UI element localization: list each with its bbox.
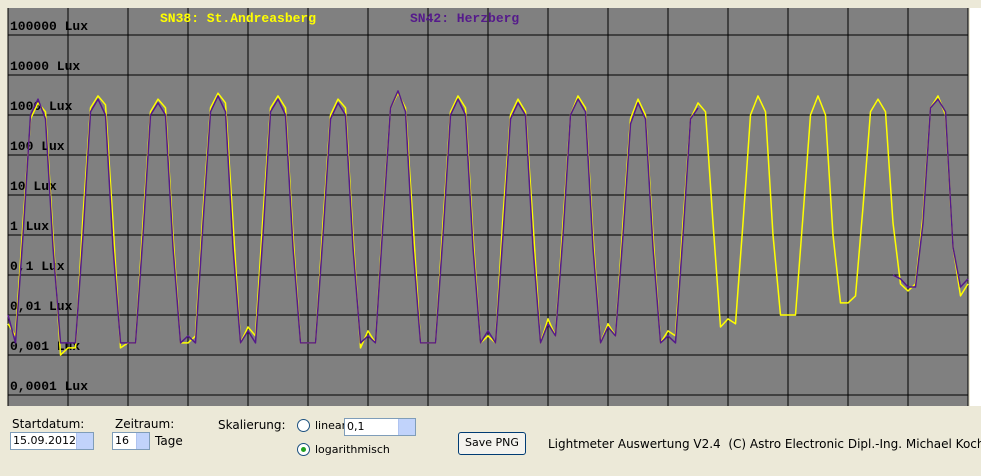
y-tick-label: 0,0001 Lux <box>10 379 88 394</box>
start-date-value: 15.09.2012 <box>13 434 76 447</box>
y-tick-label: 10 Lux <box>10 179 57 194</box>
y-tick-label: 0,001 Lux <box>10 339 80 354</box>
linear-label: linear <box>315 419 347 432</box>
period-value: 16 <box>115 434 129 447</box>
radio-dot <box>301 447 306 452</box>
dropdown-arrow[interactable] <box>76 433 93 449</box>
start-label: Startdatum: <box>12 417 85 431</box>
period-unit: Tage <box>155 434 183 448</box>
y-tick-label: 100 Lux <box>10 139 65 154</box>
footer-text: Lightmeter Auswertung V2.4 (C) Astro Ele… <box>548 437 981 451</box>
linear-radio[interactable] <box>297 419 310 432</box>
y-tick-label: 100000 Lux <box>10 19 88 34</box>
y-tick-label: 10000 Lux <box>10 59 80 74</box>
y-tick-label: 0,1 Lux <box>10 259 65 274</box>
log-radio[interactable] <box>297 443 310 456</box>
log-label: logarithmisch <box>315 443 390 456</box>
save-button[interactable]: Save PNG <box>458 432 526 455</box>
linear-value: 0,1 <box>347 420 365 433</box>
y-tick-label: 1 Lux <box>10 219 49 234</box>
period-label: Zeitraum: <box>115 417 175 431</box>
linear-select[interactable]: 0,1 <box>344 418 416 436</box>
series-line <box>7 90 969 344</box>
legend-entry: SN42: Herzberg <box>410 11 519 26</box>
spinner-buttons[interactable] <box>136 433 149 449</box>
legend-entry: SN38: St.Andreasberg <box>160 11 316 26</box>
side-strip <box>970 8 981 406</box>
start-date-select[interactable]: 15.09.2012 <box>10 432 94 450</box>
dropdown-arrow[interactable] <box>398 419 415 435</box>
period-spinner[interactable]: 16 <box>112 432 150 450</box>
y-tick-label: 0,01 Lux <box>10 299 73 314</box>
scale-label: Skalierung: <box>218 418 286 432</box>
